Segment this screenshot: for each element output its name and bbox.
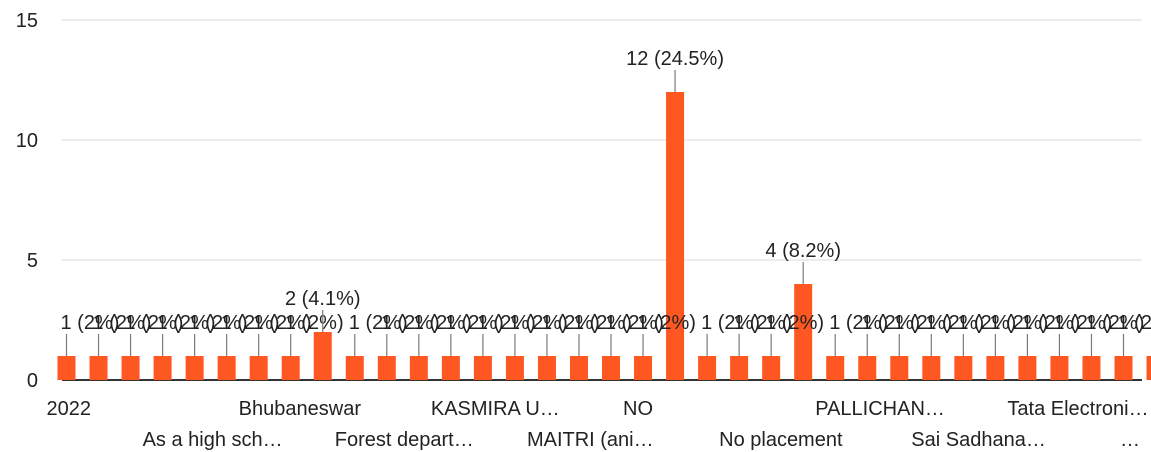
data-label: 1 (2%) xyxy=(61,312,120,334)
bar[interactable] xyxy=(698,356,717,380)
bar[interactable] xyxy=(377,356,396,380)
data-label: 1 (2%) xyxy=(541,312,600,334)
bar[interactable] xyxy=(345,356,364,380)
data-label: 1 (2%) xyxy=(93,312,152,334)
data-label: 1 (2%) xyxy=(125,312,184,334)
bar[interactable] xyxy=(794,284,813,380)
bar[interactable] xyxy=(634,356,653,380)
bar[interactable] xyxy=(281,356,300,380)
bar[interactable] xyxy=(249,356,268,380)
data-label: 1 (2%) xyxy=(765,312,824,334)
x-category-label: NO xyxy=(623,398,653,420)
bar[interactable] xyxy=(89,356,108,380)
data-label: 4 (8.2%) xyxy=(765,240,841,262)
x-category-label: … xyxy=(1120,429,1140,451)
data-label: 1 (2%) xyxy=(477,312,536,334)
bar[interactable] xyxy=(185,356,204,380)
bar[interactable] xyxy=(922,356,941,380)
bar[interactable] xyxy=(1050,356,1069,380)
data-label: 1 (2%) xyxy=(989,312,1048,334)
y-tick-label: 15 xyxy=(16,10,38,32)
x-category-label: Sai Sadhana… xyxy=(911,429,1046,451)
data-label: 1 (2%) xyxy=(1085,312,1144,334)
bar[interactable] xyxy=(986,356,1005,380)
bar[interactable] xyxy=(858,356,877,380)
y-tick-label: 10 xyxy=(16,130,38,152)
data-label: 1 (2%) xyxy=(253,312,312,334)
bar[interactable] xyxy=(890,356,909,380)
bar[interactable] xyxy=(153,356,172,380)
data-label: 1 (2%) xyxy=(1150,312,1151,334)
data-label: 1 (2%) xyxy=(605,312,664,334)
bar[interactable] xyxy=(826,356,845,380)
bar[interactable] xyxy=(666,92,685,380)
data-label: 12 (24.5%) xyxy=(626,48,724,70)
data-label: 2 (4.1%) xyxy=(285,288,361,310)
y-tick-label: 0 xyxy=(27,370,38,392)
data-label: 1 (2%) xyxy=(381,312,440,334)
data-label: 1 (2%) xyxy=(189,312,248,334)
data-label: 1 (2%) xyxy=(509,312,568,334)
data-label: 1 (2%) xyxy=(829,312,888,334)
bar[interactable] xyxy=(217,356,236,380)
data-label: 1 (2%) xyxy=(1021,312,1080,334)
data-label: 1 (2%) xyxy=(701,312,760,334)
data-label: 1 (2%) xyxy=(925,312,984,334)
data-labels: 1 (2%)1 (2%)1 (2%)1 (2%)1 (2%)1 (2%)1 (2… xyxy=(61,48,1151,356)
bar[interactable] xyxy=(762,356,781,380)
x-category-label: KASMIRA U… xyxy=(431,398,560,420)
x-category-label: 2022 xyxy=(47,398,92,420)
bar[interactable] xyxy=(409,356,428,380)
bar[interactable] xyxy=(57,356,76,380)
x-category-label: Tata Electroni… xyxy=(1007,398,1148,420)
data-label: 1 (2%) xyxy=(957,312,1016,334)
data-label: 1 (2%) xyxy=(861,312,920,334)
data-label: 1 (2%) xyxy=(637,312,696,334)
bar[interactable] xyxy=(505,356,524,380)
y-tick-label: 5 xyxy=(27,250,38,272)
x-category-label: No placement xyxy=(719,429,843,451)
bar[interactable] xyxy=(441,356,460,380)
bars xyxy=(57,92,1151,380)
data-label: 1 (2%) xyxy=(157,312,216,334)
data-label: 1 (2%) xyxy=(573,312,632,334)
bar[interactable] xyxy=(602,356,621,380)
data-label: 1 (2%) xyxy=(733,312,792,334)
data-label: 1 (2%) xyxy=(445,312,504,334)
bar[interactable] xyxy=(537,356,556,380)
data-label: 1 (2%) xyxy=(893,312,952,334)
bar[interactable] xyxy=(1082,356,1101,380)
data-label: 1 (2%) xyxy=(349,312,408,334)
x-category-label: Forest depart… xyxy=(335,429,474,451)
x-category-label: PALLICHAN… xyxy=(815,398,945,420)
bar[interactable] xyxy=(313,332,332,380)
bar[interactable] xyxy=(1114,356,1133,380)
x-category-label: Bhubaneswar xyxy=(239,398,362,420)
bar[interactable] xyxy=(730,356,749,380)
data-label: 1 (2%) xyxy=(1053,312,1112,334)
bar[interactable] xyxy=(1018,356,1037,380)
data-label: 1 (2%) xyxy=(1117,312,1151,334)
category-labels: 2022 As a high sch… Bhubaneswar Forest depa… xyxy=(47,398,1149,451)
data-label: 1 (2%) xyxy=(413,312,472,334)
bar[interactable] xyxy=(473,356,492,380)
data-label: 1 (2%) xyxy=(285,312,344,334)
data-label: 1 (2%) xyxy=(221,312,280,334)
bar[interactable] xyxy=(954,356,973,380)
bar[interactable] xyxy=(569,356,588,380)
y-axis-ticks: 0 5 10 15 xyxy=(16,10,38,392)
bar[interactable] xyxy=(1146,356,1151,380)
x-category-label: As a high sch… xyxy=(143,429,283,451)
x-category-label: MAITRI (ani… xyxy=(527,429,654,451)
bar[interactable] xyxy=(121,356,140,380)
